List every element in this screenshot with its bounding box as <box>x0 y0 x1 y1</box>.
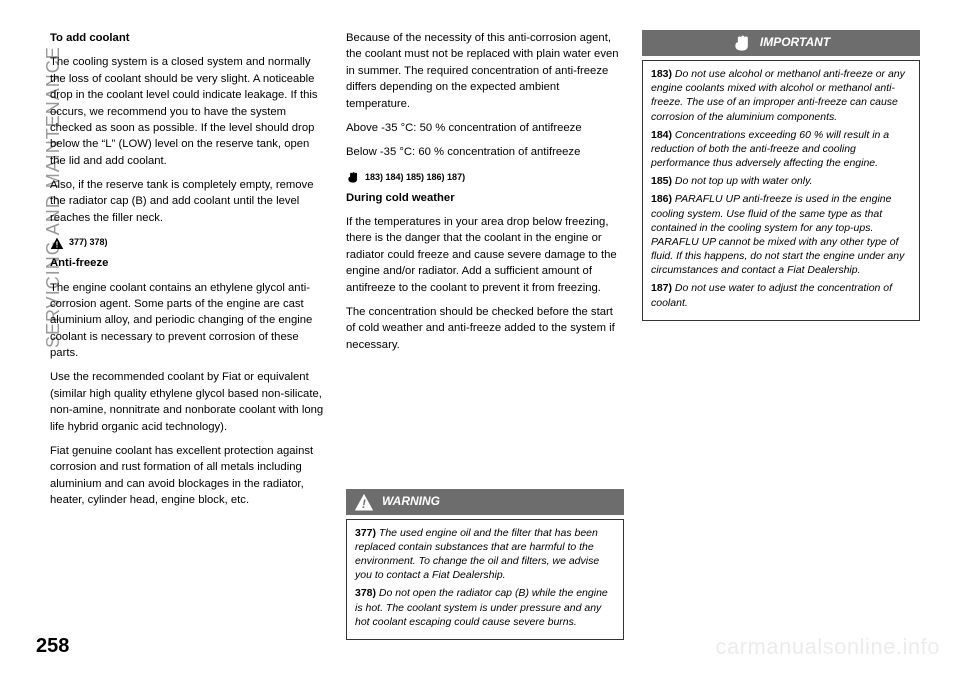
heading-cold-weather: During cold weather <box>346 190 624 206</box>
body-text: Because of the necessity of this anti-co… <box>346 30 624 112</box>
warning-body: 377) The used engine oil and the filter … <box>346 519 624 640</box>
ref-numbers: 377) 378) <box>69 236 108 249</box>
body-text: The engine coolant contains an ethylene … <box>50 280 328 362</box>
note-number: 186) <box>651 193 672 205</box>
svg-text:!: ! <box>362 498 366 511</box>
body-text: Also, if the reserve tank is completely … <box>50 177 328 226</box>
page-content: To add coolant The cooling system is a c… <box>50 30 920 640</box>
note-text: Do not use alcohol or methanol anti-free… <box>651 68 905 123</box>
note-text: Do not open the radiator cap (B) while t… <box>355 587 608 627</box>
page-number: 258 <box>36 635 69 658</box>
column-1: To add coolant The cooling system is a c… <box>50 30 328 640</box>
body-text: The cooling system is a closed system an… <box>50 54 328 169</box>
hand-icon <box>346 171 360 183</box>
hand-icon <box>732 34 752 52</box>
body-text: Above -35 °C: 50 % concentration of anti… <box>346 120 624 136</box>
note-number: 183) <box>651 68 672 80</box>
note-number: 185) <box>651 175 672 187</box>
svg-text:!: ! <box>56 240 59 249</box>
heading-add-coolant: To add coolant <box>50 30 328 46</box>
heading-antifreeze: Anti-freeze <box>50 255 328 271</box>
warning-triangle-icon: ! <box>50 237 64 249</box>
important-body: 183) Do not use alcohol or methanol anti… <box>642 60 920 321</box>
note-number: 187) <box>651 282 672 294</box>
ref-row: ! 377) 378) <box>50 236 328 249</box>
note-text: Do not use water to adjust the concentra… <box>651 282 892 308</box>
note-number: 377) <box>355 527 376 539</box>
column-3: IMPORTANT 183) Do not use alcohol or met… <box>642 30 920 640</box>
column-2: Because of the necessity of this anti-co… <box>346 30 624 640</box>
warning-callout: ! WARNING 377) The used engine oil and t… <box>346 489 624 640</box>
note-number: 184) <box>651 129 672 141</box>
ref-row: 183) 184) 185) 186) 187) <box>346 171 624 184</box>
note-text: Concentrations exceeding 60 % will resul… <box>651 129 889 169</box>
warning-header: ! WARNING <box>346 489 624 515</box>
important-header: IMPORTANT <box>642 30 920 56</box>
note-number: 378) <box>355 587 376 599</box>
warning-triangle-icon: ! <box>354 493 374 511</box>
note-text: Do not top up with water only. <box>672 175 812 187</box>
ref-numbers: 183) 184) 185) 186) 187) <box>365 171 465 184</box>
body-text: If the temperatures in your area drop be… <box>346 214 624 296</box>
note-text: The used engine oil and the filter that … <box>355 527 599 582</box>
body-text: Fiat genuine coolant has excellent prote… <box>50 443 328 509</box>
warning-title: WARNING <box>382 493 440 510</box>
important-callout: IMPORTANT 183) Do not use alcohol or met… <box>642 30 920 321</box>
body-text: Use the recommended coolant by Fiat or e… <box>50 369 328 435</box>
note-text: PARAFLU UP anti-freeze is used in the en… <box>651 193 904 276</box>
watermark: carmanualsonline.info <box>715 634 940 660</box>
body-text: The concentration should be checked befo… <box>346 304 624 353</box>
important-title: IMPORTANT <box>760 34 830 51</box>
body-text: Below -35 °C: 60 % concentration of anti… <box>346 144 624 160</box>
